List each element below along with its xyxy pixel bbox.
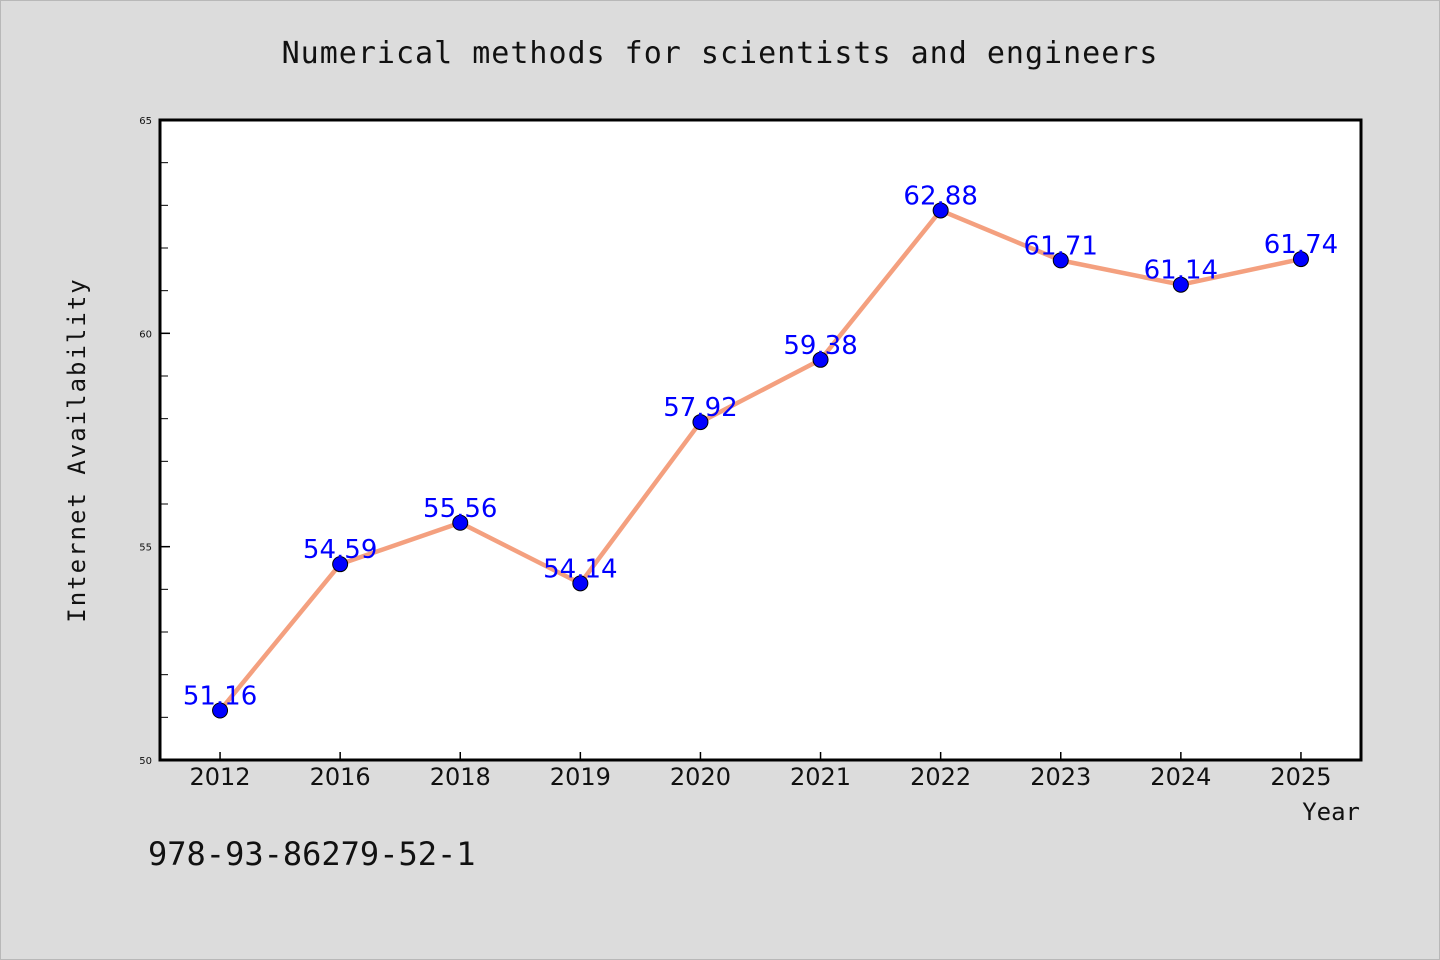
data-label: 51.16 [183, 682, 257, 712]
data-point [812, 351, 829, 368]
data-label: 57.92 [663, 393, 737, 423]
x-tick: 2016 [310, 752, 371, 791]
y-tick-label: 60 [139, 329, 152, 340]
data-label: 59.38 [783, 331, 857, 361]
x-tick-label: 2018 [430, 763, 491, 791]
x-tick-label: 2023 [1030, 763, 1091, 791]
data-point [572, 575, 589, 592]
y-tick-label: 65 [139, 116, 152, 127]
x-tick-label: 2021 [790, 763, 851, 791]
x-tick: 2020 [670, 752, 731, 791]
x-tick-label: 2025 [1270, 763, 1331, 791]
y-tick: 55 [139, 543, 170, 554]
x-tick-label: 2020 [670, 763, 731, 791]
data-point [332, 556, 349, 573]
data-label: 61.74 [1264, 230, 1338, 260]
x-tick: 2024 [1150, 752, 1211, 791]
y-tick: 60 [139, 329, 170, 340]
x-tick: 2018 [430, 752, 491, 791]
y-tick-label: 55 [139, 543, 152, 554]
data-point [1052, 252, 1069, 269]
x-tick: 2025 [1270, 752, 1331, 791]
x-tick: 2019 [550, 752, 611, 791]
x-tick: 2022 [910, 752, 971, 791]
plot-area [158, 118, 1363, 762]
x-tick: 2021 [790, 752, 851, 791]
data-point [932, 202, 949, 219]
data-label: 54.59 [303, 535, 377, 565]
y-tick: 65 [139, 116, 170, 127]
x-tick: 2023 [1030, 752, 1091, 791]
y-tick-label: 50 [139, 756, 152, 767]
x-tick-label: 2012 [190, 763, 251, 791]
data-markers [212, 202, 1309, 719]
x-tick-label: 2016 [310, 763, 371, 791]
data-label: 54.14 [543, 554, 617, 584]
data-point [1172, 276, 1189, 293]
isbn-text: 978-93-86279-52-1 [148, 835, 476, 873]
x-tick-label: 2022 [910, 763, 971, 791]
data-point [1292, 251, 1309, 268]
x-axis-label: Year [1302, 798, 1360, 826]
data-label: 61.14 [1144, 256, 1218, 286]
data-point [452, 514, 469, 531]
data-point [692, 414, 709, 431]
chart-title: Numerical methods for scientists and eng… [282, 36, 1159, 71]
data-label: 55.56 [423, 494, 497, 524]
x-axis-ticks: 2012 2016 2018 2019 2020 2021 2022 2023 2024 2025 [190, 752, 1331, 791]
x-tick-label: 2019 [550, 763, 611, 791]
x-tick: 2012 [190, 752, 251, 791]
y-axis-label: Internet Availability [63, 277, 91, 622]
data-labels: 51.16 54.59 55.56 54.14 57.92 59.38 62.88 61.71… [183, 181, 1338, 711]
data-label: 61.71 [1024, 231, 1098, 261]
data-point [212, 702, 229, 719]
x-tick-label: 2024 [1150, 763, 1211, 791]
y-tick: 50 [139, 756, 170, 767]
series-line [217, 208, 1304, 713]
data-label: 62.88 [903, 181, 977, 211]
y-axis-ticks: 50 55 60 65 [139, 116, 170, 767]
